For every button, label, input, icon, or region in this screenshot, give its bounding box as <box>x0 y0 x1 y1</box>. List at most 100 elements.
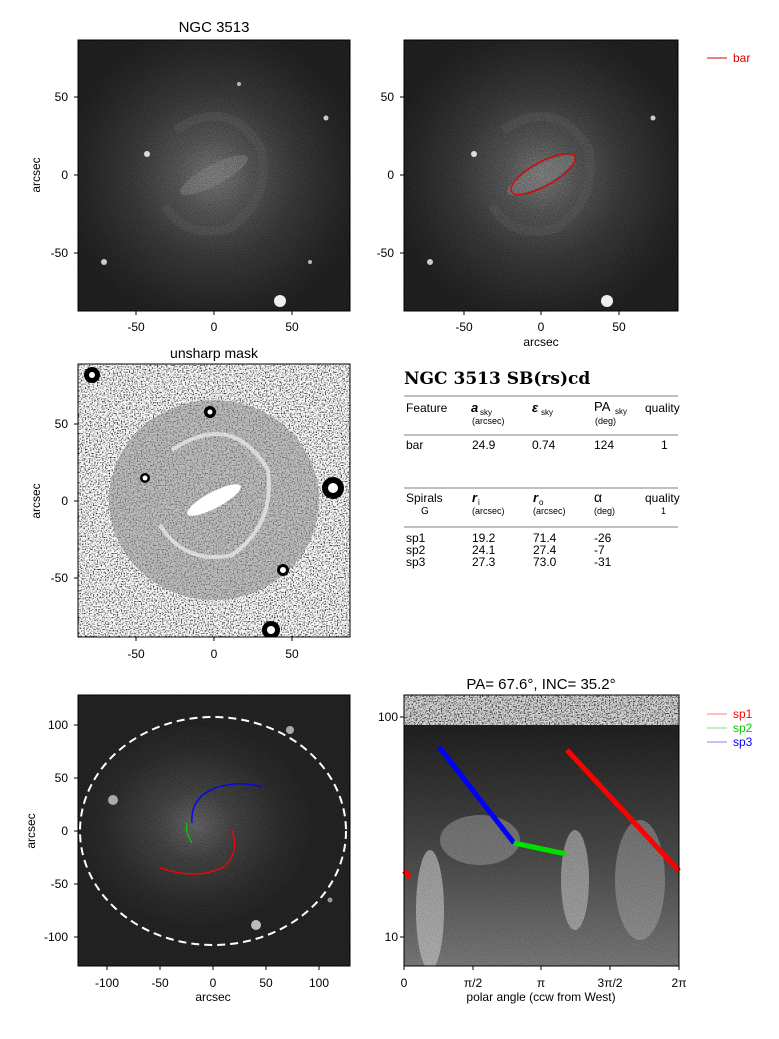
x-tick-label: 50 <box>612 320 626 334</box>
fit-line-sp1 <box>565 748 681 873</box>
x-tick-label: 0 <box>211 320 218 334</box>
y-axis: 50 0 -50 <box>377 90 404 260</box>
y-tick-label: 0 <box>61 494 68 508</box>
bar-header-eps-sub: sky <box>541 408 553 417</box>
bar-header-quality: quality <box>645 401 680 415</box>
panel-title: PA= 67.6°, INC= 35.2° <box>466 676 615 693</box>
spiral-header-ro: r <box>533 490 539 505</box>
spiral-header-label: Spirals <box>406 491 443 505</box>
y-tick-label: 0 <box>61 168 68 182</box>
legend-label-bar: bar <box>733 51 750 65</box>
legend: sp1 sp2 sp3 <box>707 707 753 749</box>
y-tick-label: -50 <box>377 246 395 260</box>
y-tick-label: 50 <box>55 771 69 785</box>
fit-line-sp1-wrap <box>402 869 412 879</box>
y-axis-label: arcsec <box>29 157 43 192</box>
y-tick-label: 50 <box>381 90 395 104</box>
spiral-row-ro: 73.0 <box>533 555 557 569</box>
bar-ellipse <box>510 152 576 196</box>
x-axis: -50 0 50 <box>127 637 299 661</box>
unsharp-mask-image <box>78 364 350 637</box>
spiral-row-ro: 71.4 <box>533 531 557 545</box>
legend-label-sp2: sp2 <box>733 721 753 735</box>
x-tick-label: -50 <box>455 320 473 334</box>
spiral-row-name: sp1 <box>406 531 426 545</box>
y-tick-label: -100 <box>44 930 68 944</box>
x-tick-label: 0 <box>401 976 408 990</box>
x-tick-label: 50 <box>259 976 273 990</box>
panel-top-left: NGC 3513 50 0 -50 arcsec <box>29 19 351 334</box>
fit-line-sp3 <box>437 745 516 845</box>
x-tick-label: -50 <box>151 976 169 990</box>
spiral-header-alpha: α <box>594 489 602 505</box>
y-axis: 100 10 <box>378 710 404 944</box>
bar-row-quality: 1 <box>661 438 668 452</box>
bar-row-a: 24.9 <box>472 438 496 452</box>
x-axis: -100 -50 0 50 100 arcsec <box>95 966 329 1004</box>
spiral-header-ro-sub: o <box>539 498 544 507</box>
bar-header-a-unit: (arcsec) <box>472 416 505 426</box>
x-tick-label: 0 <box>211 647 218 661</box>
panel-unsharp-mask: unsharp mask 50 0 -50 arcsec <box>29 345 351 661</box>
spiral-header-ri-sub: i <box>478 498 480 507</box>
galaxy-image <box>78 695 350 966</box>
table-title: NGC 3513 SB(rs)cd <box>404 369 590 389</box>
x-tick-label: -100 <box>95 976 119 990</box>
fit-line-sp2 <box>513 840 567 857</box>
panel-title: unsharp mask <box>170 345 259 361</box>
spiral-row: sp2 24.1 27.4 -7 <box>406 543 605 557</box>
panel-polar-plot: PA= 67.6°, INC= 35.2° 100 10 <box>378 676 753 1004</box>
y-tick-label: -50 <box>51 246 69 260</box>
spiral-row-alpha: -7 <box>594 543 605 557</box>
bar-row-pa: 124 <box>594 438 614 452</box>
x-tick-label: 2π <box>672 976 687 990</box>
bar-header-a-sub: sky <box>480 408 492 417</box>
spiral-row-ri: 27.3 <box>472 555 496 569</box>
spiral-row-ri: 24.1 <box>472 543 496 557</box>
spiral-row-alpha: -26 <box>594 531 612 545</box>
x-tick-label: π/2 <box>464 976 483 990</box>
x-tick-label: 0 <box>210 976 217 990</box>
x-tick-label: 0 <box>538 320 545 334</box>
y-axis: 50 0 -50 arcsec <box>29 90 78 260</box>
panel-spiral-fit: 100 50 0 -50 -100 arcsec -100 -50 0 50 1… <box>24 694 351 1004</box>
x-axis: -50 0 50 <box>127 311 299 334</box>
bar-row-feature: bar <box>406 438 423 452</box>
x-tick-label: 100 <box>309 976 329 990</box>
parameter-table: NGC 3513 SB(rs)cd Feature a sky (arcsec)… <box>404 369 680 569</box>
spiral-header-ri: r <box>472 490 478 505</box>
x-tick-label: -50 <box>127 647 145 661</box>
y-tick-label: 0 <box>61 824 68 838</box>
x-tick-label: 3π/2 <box>598 976 623 990</box>
y-tick-label: 50 <box>55 417 69 431</box>
bar-header-a: a <box>471 400 478 415</box>
spiral-row-ri: 19.2 <box>472 531 496 545</box>
spiral-header-alpha-unit: (deg) <box>594 506 615 516</box>
spiral-row-ro: 27.4 <box>533 543 557 557</box>
x-tick-label: -50 <box>127 320 145 334</box>
panel-title: NGC 3513 <box>179 19 250 36</box>
bar-header-eps: ε <box>532 400 539 415</box>
deprojection-ellipse <box>79 716 347 946</box>
y-tick-label: -50 <box>51 877 69 891</box>
x-axis-label: arcsec <box>523 335 558 349</box>
spiral-row: sp1 19.2 71.4 -26 <box>406 531 612 545</box>
bar-header-pa-unit: (deg) <box>595 416 616 426</box>
spiral-row-alpha: -31 <box>594 555 612 569</box>
legend: bar <box>707 51 750 65</box>
y-axis: 100 50 0 -50 -100 arcsec <box>24 718 78 944</box>
x-axis-label: arcsec <box>195 990 230 1004</box>
spiral-arm-sp2 <box>185 822 193 844</box>
spiral-header-label2: G <box>421 506 429 517</box>
bar-row-eps: 0.74 <box>532 438 556 452</box>
bar-header-pa-sub: sky <box>615 407 627 416</box>
polar-image <box>404 695 679 966</box>
x-axis: 0 π/2 π 3π/2 2π polar angle (ccw from We… <box>401 966 687 1004</box>
spiral-row-name: sp3 <box>406 555 426 569</box>
x-tick-label: 50 <box>285 320 299 334</box>
bar-header-pa: PA <box>594 399 611 414</box>
y-tick-label: 100 <box>378 710 398 724</box>
panel-top-right: 50 0 -50 -50 0 50 arcsec bar <box>377 39 750 349</box>
y-tick-label: 50 <box>55 90 69 104</box>
